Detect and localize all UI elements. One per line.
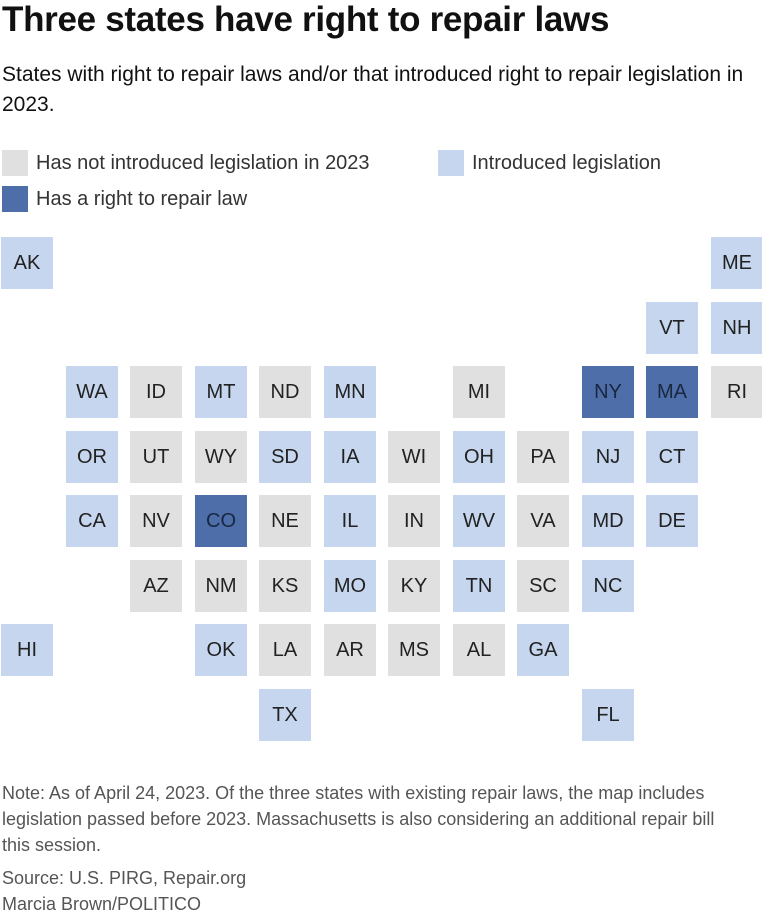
state-tile-hi: HI: [1, 624, 53, 676]
chart-title: Three states have right to repair laws: [2, 0, 610, 39]
legend-item-introduced: Introduced legislation: [438, 149, 661, 177]
state-tile-nc: NC: [582, 560, 634, 612]
state-tile-pa: PA: [517, 431, 569, 483]
state-tile-ar: AR: [324, 624, 376, 676]
state-tile-ky: KY: [388, 560, 440, 612]
footnote: Note: As of April 24, 2023. Of the three…: [2, 783, 715, 855]
state-tile-mn: MN: [324, 366, 376, 418]
state-tile-ne: NE: [259, 495, 311, 547]
state-tile-ut: UT: [130, 431, 182, 483]
state-tile-co: CO: [195, 495, 247, 547]
state-tile-al: AL: [453, 624, 505, 676]
legend-label-none: Has not introduced legislation in 2023: [36, 151, 370, 174]
state-tile-mo: MO: [324, 560, 376, 612]
source-line: Source: U.S. PIRG, Repair.org: [2, 868, 247, 888]
state-tile-ia: IA: [324, 431, 376, 483]
legend-swatch-none: [2, 150, 28, 176]
legend-item-law: Has a right to repair law: [2, 185, 247, 213]
state-tile-or: OR: [66, 431, 118, 483]
state-tile-ks: KS: [259, 560, 311, 612]
state-tile-wi: WI: [388, 431, 440, 483]
state-tile-sd: SD: [259, 431, 311, 483]
state-tile-wy: WY: [195, 431, 247, 483]
state-tile-va: VA: [517, 495, 569, 547]
state-tile-ga: GA: [517, 624, 569, 676]
state-tile-ma: MA: [646, 366, 698, 418]
state-tile-ok: OK: [195, 624, 247, 676]
legend-swatch-introduced: [438, 150, 464, 176]
state-tile-nm: NM: [195, 560, 247, 612]
state-tile-md: MD: [582, 495, 634, 547]
state-tile-tx: TX: [259, 689, 311, 741]
state-tile-il: IL: [324, 495, 376, 547]
state-tile-vt: VT: [646, 302, 698, 354]
state-tile-la: LA: [259, 624, 311, 676]
state-tile-mi: MI: [453, 366, 505, 418]
state-tile-oh: OH: [453, 431, 505, 483]
state-tile-tn: TN: [453, 560, 505, 612]
state-tile-fl: FL: [582, 689, 634, 741]
legend-label-law: Has a right to repair law: [36, 187, 248, 210]
state-tile-nd: ND: [259, 366, 311, 418]
state-tile-ms: MS: [388, 624, 440, 676]
state-tile-in: IN: [388, 495, 440, 547]
state-tile-sc: SC: [517, 560, 569, 612]
legend-item-none: Has not introduced legislation in 2023: [2, 149, 370, 177]
state-tile-de: DE: [646, 495, 698, 547]
chart-subtitle: States with right to repair laws and/or …: [2, 63, 744, 116]
credit-line: Marcia Brown/POLITICO: [2, 894, 202, 914]
state-tile-az: AZ: [130, 560, 182, 612]
state-tile-ny: NY: [582, 366, 634, 418]
state-tile-nv: NV: [130, 495, 182, 547]
state-tile-nj: NJ: [582, 431, 634, 483]
state-tile-ak: AK: [1, 237, 53, 289]
state-tile-mt: MT: [195, 366, 247, 418]
state-tile-nh: NH: [711, 302, 762, 354]
state-tile-me: ME: [711, 237, 762, 289]
state-tile-ri: RI: [711, 366, 762, 418]
state-tile-wa: WA: [66, 366, 118, 418]
state-tile-ct: CT: [646, 431, 698, 483]
state-tile-wv: WV: [453, 495, 505, 547]
state-tile-id: ID: [130, 366, 182, 418]
legend-swatch-law: [2, 186, 28, 212]
state-tile-ca: CA: [66, 495, 118, 547]
legend-label-introduced: Introduced legislation: [472, 151, 662, 174]
